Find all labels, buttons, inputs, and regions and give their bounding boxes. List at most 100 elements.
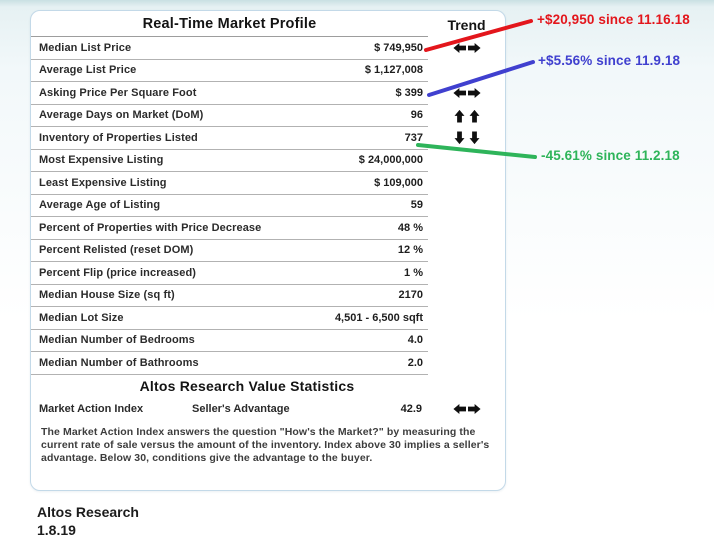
market-profile-card: Real-Time Market Profile Trend Median Li… — [30, 10, 506, 491]
table-row: Median Number of Bathrooms 2.0 — [31, 352, 505, 375]
trend-cell — [428, 82, 505, 105]
row-label: Most Expensive Listing — [39, 154, 164, 167]
footer-date: 1.8.19 — [37, 522, 76, 538]
report-footer: Altos Research 1.8.19 — [37, 503, 139, 539]
table-row: Average Days on Market (DoM) 96 — [31, 105, 505, 128]
row-main: Percent Relisted (reset DOM) 12 % — [31, 240, 428, 262]
row-main: Inventory of Properties Listed 737 — [31, 127, 428, 150]
mai-status: Seller's Advantage — [192, 403, 290, 415]
trend-cell — [428, 172, 505, 195]
trend-cell — [428, 307, 505, 330]
row-main: Average List Price $ 1,127,008 — [31, 60, 428, 82]
card-title: Real-Time Market Profile — [31, 16, 428, 37]
table-row: Median List Price $ 749,950 — [31, 37, 505, 60]
table-row: Least Expensive Listing $ 109,000 — [31, 172, 505, 195]
trend-cell — [428, 37, 505, 60]
row-value: $ 1,127,008 — [364, 64, 423, 77]
trend-cell — [428, 285, 505, 308]
trend-flat-arrow-icon — [452, 88, 466, 99]
row-label: Average Age of Listing — [39, 199, 161, 212]
row-main: Median Number of Bathrooms 2.0 — [31, 352, 428, 375]
trend-up-arrow-icon — [469, 109, 479, 123]
value-statistics-title: Altos Research Value Statistics — [139, 377, 355, 394]
market-table-rows: Median List Price $ 749,950 Average List P… — [31, 37, 505, 375]
row-label: Median Lot Size — [39, 311, 124, 324]
annotation-price-per-sqft: +$5.56% since 11.9.18 — [538, 53, 681, 68]
row-main: Median List Price $ 749,950 — [31, 37, 428, 60]
row-label: Percent Flip (price increased) — [39, 266, 197, 279]
row-label: Median Number of Bedrooms — [39, 334, 195, 347]
trend-cell — [428, 262, 505, 285]
trend-flat-arrow-icon — [467, 88, 481, 99]
row-value: 4.0 — [407, 334, 423, 347]
row-label: Inventory of Properties Listed — [39, 131, 198, 144]
market-action-index-row: Market Action Index Seller's Advantage 4… — [31, 399, 505, 420]
trend-flat-arrow-icon — [453, 404, 466, 414]
row-value: $ 109,000 — [374, 176, 423, 189]
trend-flat-arrow-icon — [468, 404, 481, 414]
market-action-index-description: The Market Action Index answers the ques… — [41, 425, 490, 464]
row-value: $ 399 — [395, 86, 423, 99]
trend-cell — [428, 150, 505, 173]
row-value: 59 — [410, 199, 423, 212]
row-main: Median Number of Bedrooms 4.0 — [31, 330, 428, 352]
table-row: Average Age of Listing 59 — [31, 195, 505, 218]
table-row: Percent of Properties with Price Decreas… — [31, 217, 505, 240]
row-label: Asking Price Per Square Foot — [39, 86, 197, 99]
row-value: 2170 — [398, 289, 423, 302]
row-value: 2.0 — [407, 356, 423, 369]
trend-cell — [428, 330, 505, 353]
row-main: Percent of Properties with Price Decreas… — [31, 217, 428, 240]
row-main: Percent Flip (price increased) 1 % — [31, 262, 428, 285]
row-label: Percent of Properties with Price Decreas… — [39, 221, 262, 234]
row-label: Least Expensive Listing — [39, 176, 167, 189]
trend-cell — [428, 127, 505, 150]
trend-cell — [428, 195, 505, 218]
table-row: Median Number of Bedrooms 4.0 — [31, 330, 505, 353]
row-label: Median List Price — [39, 41, 132, 54]
row-value: $ 24,000,000 — [358, 154, 423, 167]
trend-cell — [428, 217, 505, 240]
trend-flat-arrow-icon — [467, 43, 481, 54]
trend-column-header: Trend — [447, 17, 486, 33]
row-label: Median Number of Bathrooms — [39, 356, 199, 369]
card-header: Real-Time Market Profile Trend — [31, 11, 505, 37]
mai-value: 42.9 — [400, 403, 422, 415]
trend-flat-arrow-icon — [452, 43, 466, 54]
row-label: Percent Relisted (reset DOM) — [39, 244, 194, 257]
row-value: 12 % — [397, 244, 423, 257]
row-value: 1 % — [404, 266, 423, 279]
footer-source: Altos Research — [37, 504, 139, 520]
table-row: Inventory of Properties Listed 737 — [31, 127, 505, 150]
row-value: 4,501 - 6,500 sqft — [334, 311, 423, 324]
row-value: 96 — [410, 109, 423, 122]
row-main: Median Lot Size 4,501 - 6,500 sqft — [31, 307, 428, 330]
annotation-median-list-price: +$20,950 since 11.16.18 — [537, 12, 690, 27]
trend-cell — [428, 352, 505, 375]
trend-down-arrow-icon — [454, 131, 464, 145]
table-row: Asking Price Per Square Foot $ 399 — [31, 82, 505, 105]
row-main: Asking Price Per Square Foot $ 399 — [31, 82, 428, 105]
row-main: Median House Size (sq ft) 2170 — [31, 285, 428, 307]
trend-up-arrow-icon — [454, 109, 464, 123]
mai-trend-cell — [429, 403, 505, 415]
trend-cell — [428, 240, 505, 263]
table-row: Median Lot Size 4,501 - 6,500 sqft — [31, 307, 505, 330]
trend-down-arrow-icon — [469, 131, 479, 145]
table-row: Percent Flip (price increased) 1 % — [31, 262, 505, 285]
table-row: Most Expensive Listing $ 24,000,000 — [31, 150, 505, 173]
row-value: 48 % — [397, 221, 423, 234]
row-label: Average Days on Market (DoM) — [39, 109, 204, 122]
mai-label: Market Action Index — [39, 403, 144, 415]
table-row: Average List Price $ 1,127,008 — [31, 60, 505, 82]
row-main: Least Expensive Listing $ 109,000 — [31, 172, 428, 195]
trend-cell — [428, 105, 505, 128]
row-main: Most Expensive Listing $ 24,000,000 — [31, 150, 428, 172]
row-value: $ 749,950 — [374, 41, 423, 54]
row-value: 737 — [404, 131, 423, 144]
row-label: Average List Price — [39, 64, 137, 77]
annotation-inventory: -45.61% since 11.2.18 — [541, 148, 680, 163]
table-row: Median House Size (sq ft) 2170 — [31, 285, 505, 308]
row-main: Average Age of Listing 59 — [31, 195, 428, 217]
table-row: Percent Relisted (reset DOM) 12 % — [31, 240, 505, 263]
